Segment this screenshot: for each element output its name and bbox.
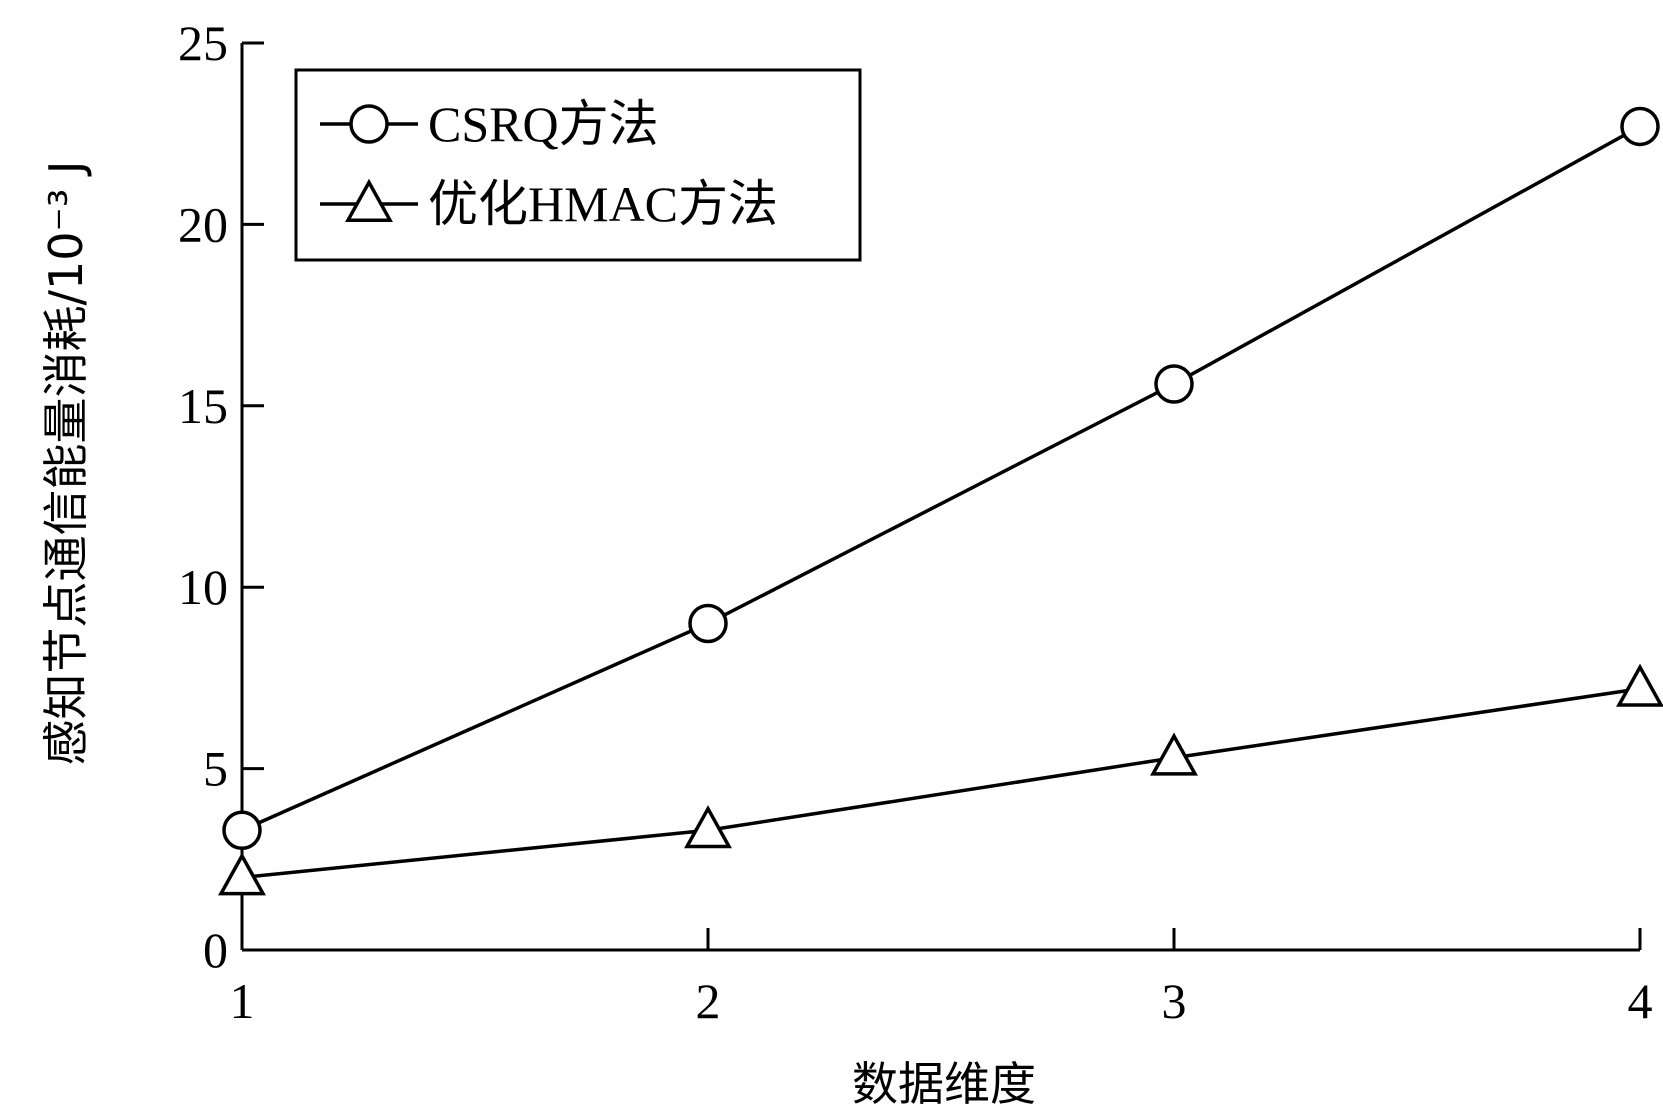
series-layer: [218, 106, 1663, 896]
x-tick-label: 4: [1628, 973, 1653, 1029]
y-tick-label: 10: [178, 559, 228, 615]
y-tick-label: 5: [203, 741, 228, 797]
data-point-triangle: [345, 178, 393, 222]
legend-label: 优化HMAC方法: [428, 176, 778, 232]
x-tick-label: 2: [696, 973, 721, 1029]
data-point-triangle: [684, 805, 732, 849]
data-point-circle: [349, 104, 389, 144]
axes: 0 5 10 15 20 25 1 2 3 4: [178, 15, 1653, 1029]
data-point-circle: [222, 810, 262, 851]
data-point-triangle: [1150, 732, 1198, 776]
legend-entry-2: 优化HMAC方法: [320, 176, 778, 232]
legend-box: [294, 68, 862, 262]
series-line: [241, 124, 1641, 832]
series-2: [218, 663, 1663, 896]
series-line: [241, 687, 1641, 880]
legend-label: CSRQ方法: [428, 96, 659, 152]
y-tick-label: 25: [178, 15, 228, 71]
data-point-circle: [688, 603, 728, 644]
x-tick-label: 1: [230, 973, 255, 1029]
x-axis-title: 数据维度: [852, 1057, 1036, 1111]
series-1: [222, 106, 1660, 851]
y-tick-label: 0: [203, 922, 228, 978]
data-point-triangle: [1616, 663, 1663, 707]
x-tick-label: 3: [1162, 973, 1187, 1029]
data-point-triangle: [218, 852, 266, 896]
data-point-circle: [1154, 364, 1194, 404]
data-point-circle: [1620, 106, 1660, 147]
y-tick-label: 15: [178, 378, 228, 434]
y-axis-title: 感知节点通信能量消耗/10⁻³ J: [39, 161, 93, 766]
y-tick-label: 20: [178, 196, 228, 252]
legend-entry-1: CSRQ方法: [320, 96, 659, 152]
